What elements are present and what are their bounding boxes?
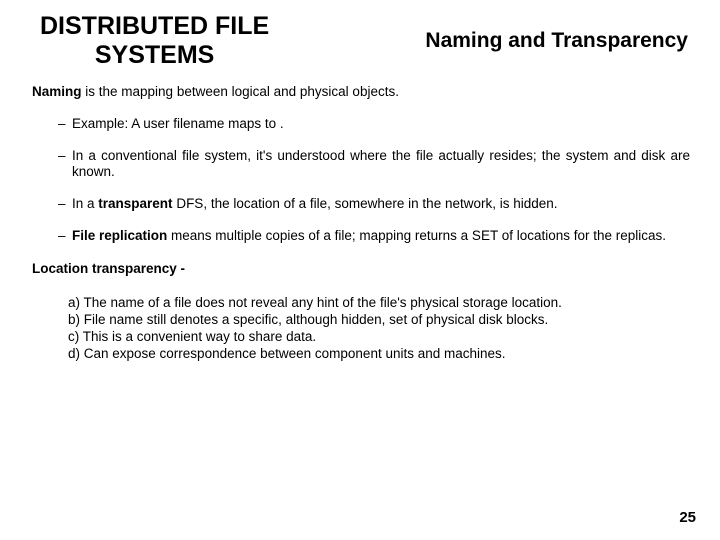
slide-page: DISTRIBUTED FILE SYSTEMS Naming and Tran… [0,0,720,540]
bullet-item: Example: A user filename maps to . [58,116,690,132]
lettered-item: a) The name of a file does not reveal an… [68,295,690,311]
title-left: DISTRIBUTED FILE SYSTEMS [30,12,269,70]
slide-body: Naming is the mapping between logical an… [30,84,690,363]
bullet-item: In a conventional file system, it's unde… [58,148,690,180]
intro-rest: is the mapping between logical and physi… [82,84,399,99]
lettered-item: c) This is a convenient way to share dat… [68,329,690,345]
intro-bold: Naming [32,84,82,99]
lettered-list: a) The name of a file does not reveal an… [68,295,690,363]
bullet-list: Example: A user filename maps to . In a … [30,116,690,245]
location-transparency-subhead: Location transparency - [32,261,690,277]
slide-header: DISTRIBUTED FILE SYSTEMS Naming and Tran… [30,12,690,70]
lettered-item: b) File name still denotes a specific, a… [68,312,690,328]
lettered-item: d) Can expose correspondence between com… [68,346,690,362]
bullet-item: File replication means multiple copies o… [58,228,690,244]
title-right: Naming and Transparency [425,29,690,53]
page-number: 25 [679,509,696,526]
intro-line: Naming is the mapping between logical an… [32,84,690,100]
bullet-item: In a transparent DFS, the location of a … [58,196,690,212]
